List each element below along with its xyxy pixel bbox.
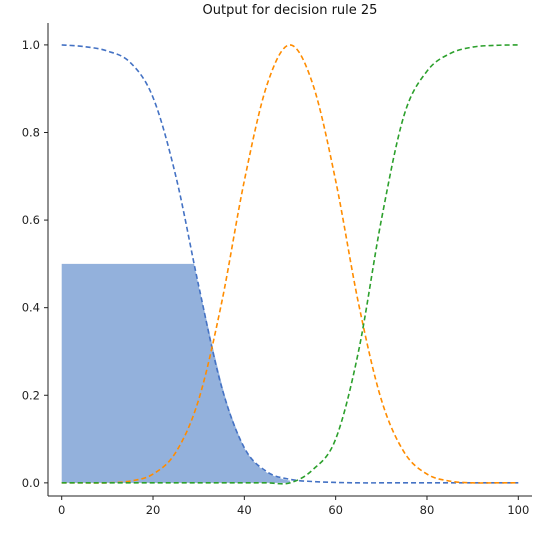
y-tick-label: 0.4 xyxy=(22,301,40,315)
activation-area xyxy=(61,263,291,483)
x-tick-label: 60 xyxy=(328,503,343,517)
series-line-3 xyxy=(61,44,519,485)
x-tick-label: 0 xyxy=(58,503,65,517)
y-tick-label: 0.0 xyxy=(22,476,40,490)
y-tick-label: 1.0 xyxy=(22,38,40,52)
x-tick-label: 20 xyxy=(146,503,161,517)
x-tick-label: 40 xyxy=(237,503,252,517)
y-tick-label: 0.2 xyxy=(22,388,40,402)
plot-area xyxy=(61,44,519,485)
x-axis: 0 20 40 60 80 100 xyxy=(58,496,529,517)
y-tick-label: 0.8 xyxy=(22,125,40,139)
x-tick-label: 80 xyxy=(420,503,435,517)
series-line-2 xyxy=(61,44,519,484)
y-tick-label: 0.6 xyxy=(22,213,40,227)
chart-title: Output for decision rule 25 xyxy=(203,3,378,18)
series-line-1 xyxy=(61,44,519,484)
x-tick-label: 100 xyxy=(507,503,529,517)
y-axis: 0.0 0.2 0.4 0.6 0.8 1.0 xyxy=(22,38,48,490)
